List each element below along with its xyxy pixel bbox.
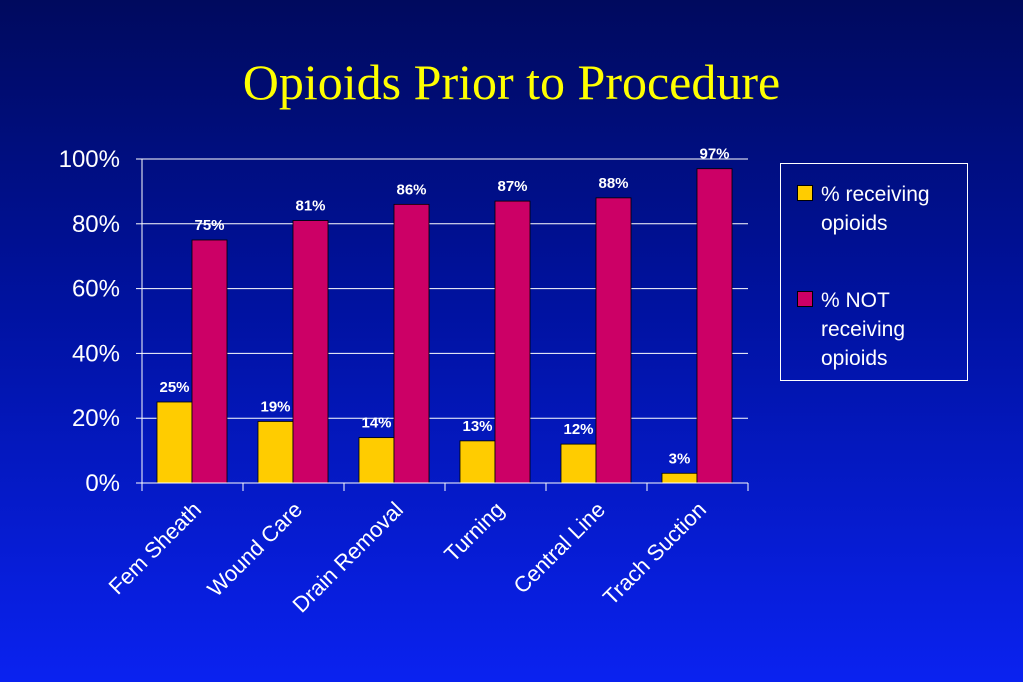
data-label: 3%	[669, 450, 691, 467]
bar	[191, 239, 228, 484]
axes	[136, 158, 749, 491]
y-tick-label: 80%	[72, 211, 120, 238]
y-tick-label: 0%	[85, 470, 120, 497]
bar	[595, 197, 632, 484]
data-label: 75%	[194, 217, 224, 234]
y-tick-label: 40%	[72, 340, 120, 367]
bar	[560, 443, 597, 484]
data-label: 25%	[159, 379, 189, 396]
legend-item-not-receiving: % NOT receiving opioids	[797, 286, 961, 373]
bar	[494, 200, 531, 484]
legend-label-not-receiving: % NOT receiving opioids	[821, 289, 906, 370]
data-label: 97%	[699, 146, 729, 163]
category-label: Fem Sheath	[104, 497, 206, 599]
data-label: 81%	[295, 198, 325, 215]
data-label: 86%	[396, 181, 426, 198]
gridlines	[142, 158, 748, 419]
y-tick-label: 20%	[72, 405, 120, 432]
bar	[257, 421, 294, 484]
bar	[358, 437, 395, 484]
bar	[393, 203, 430, 484]
legend-label-receiving: % receiving opioids	[821, 183, 930, 235]
category-label: Turning	[439, 497, 509, 567]
bar	[459, 440, 496, 484]
bar	[156, 401, 193, 484]
category-label: Wound Care	[202, 497, 307, 602]
category-label: Central Line	[508, 497, 610, 599]
bar	[292, 220, 329, 484]
y-tick-label: 100%	[59, 146, 120, 173]
data-label: 13%	[462, 418, 492, 435]
data-label: 14%	[361, 415, 391, 432]
data-label: 87%	[497, 178, 527, 195]
legend-item-receiving: % receiving opioids	[797, 180, 961, 238]
chart-legend: % receiving opioids % NOT receiving opio…	[780, 163, 968, 381]
y-tick-label: 60%	[72, 276, 120, 303]
data-label: 88%	[598, 175, 628, 192]
slide-title: Opioids Prior to Procedure	[242, 54, 781, 110]
bars	[156, 168, 733, 484]
data-label: 19%	[260, 398, 290, 415]
category-label: Trach Suction	[598, 497, 711, 610]
legend-swatch-receiving	[797, 185, 813, 201]
legend-swatch-not-receiving	[797, 291, 813, 307]
bar	[661, 472, 698, 484]
data-label: 12%	[563, 421, 593, 438]
bar	[696, 168, 733, 484]
